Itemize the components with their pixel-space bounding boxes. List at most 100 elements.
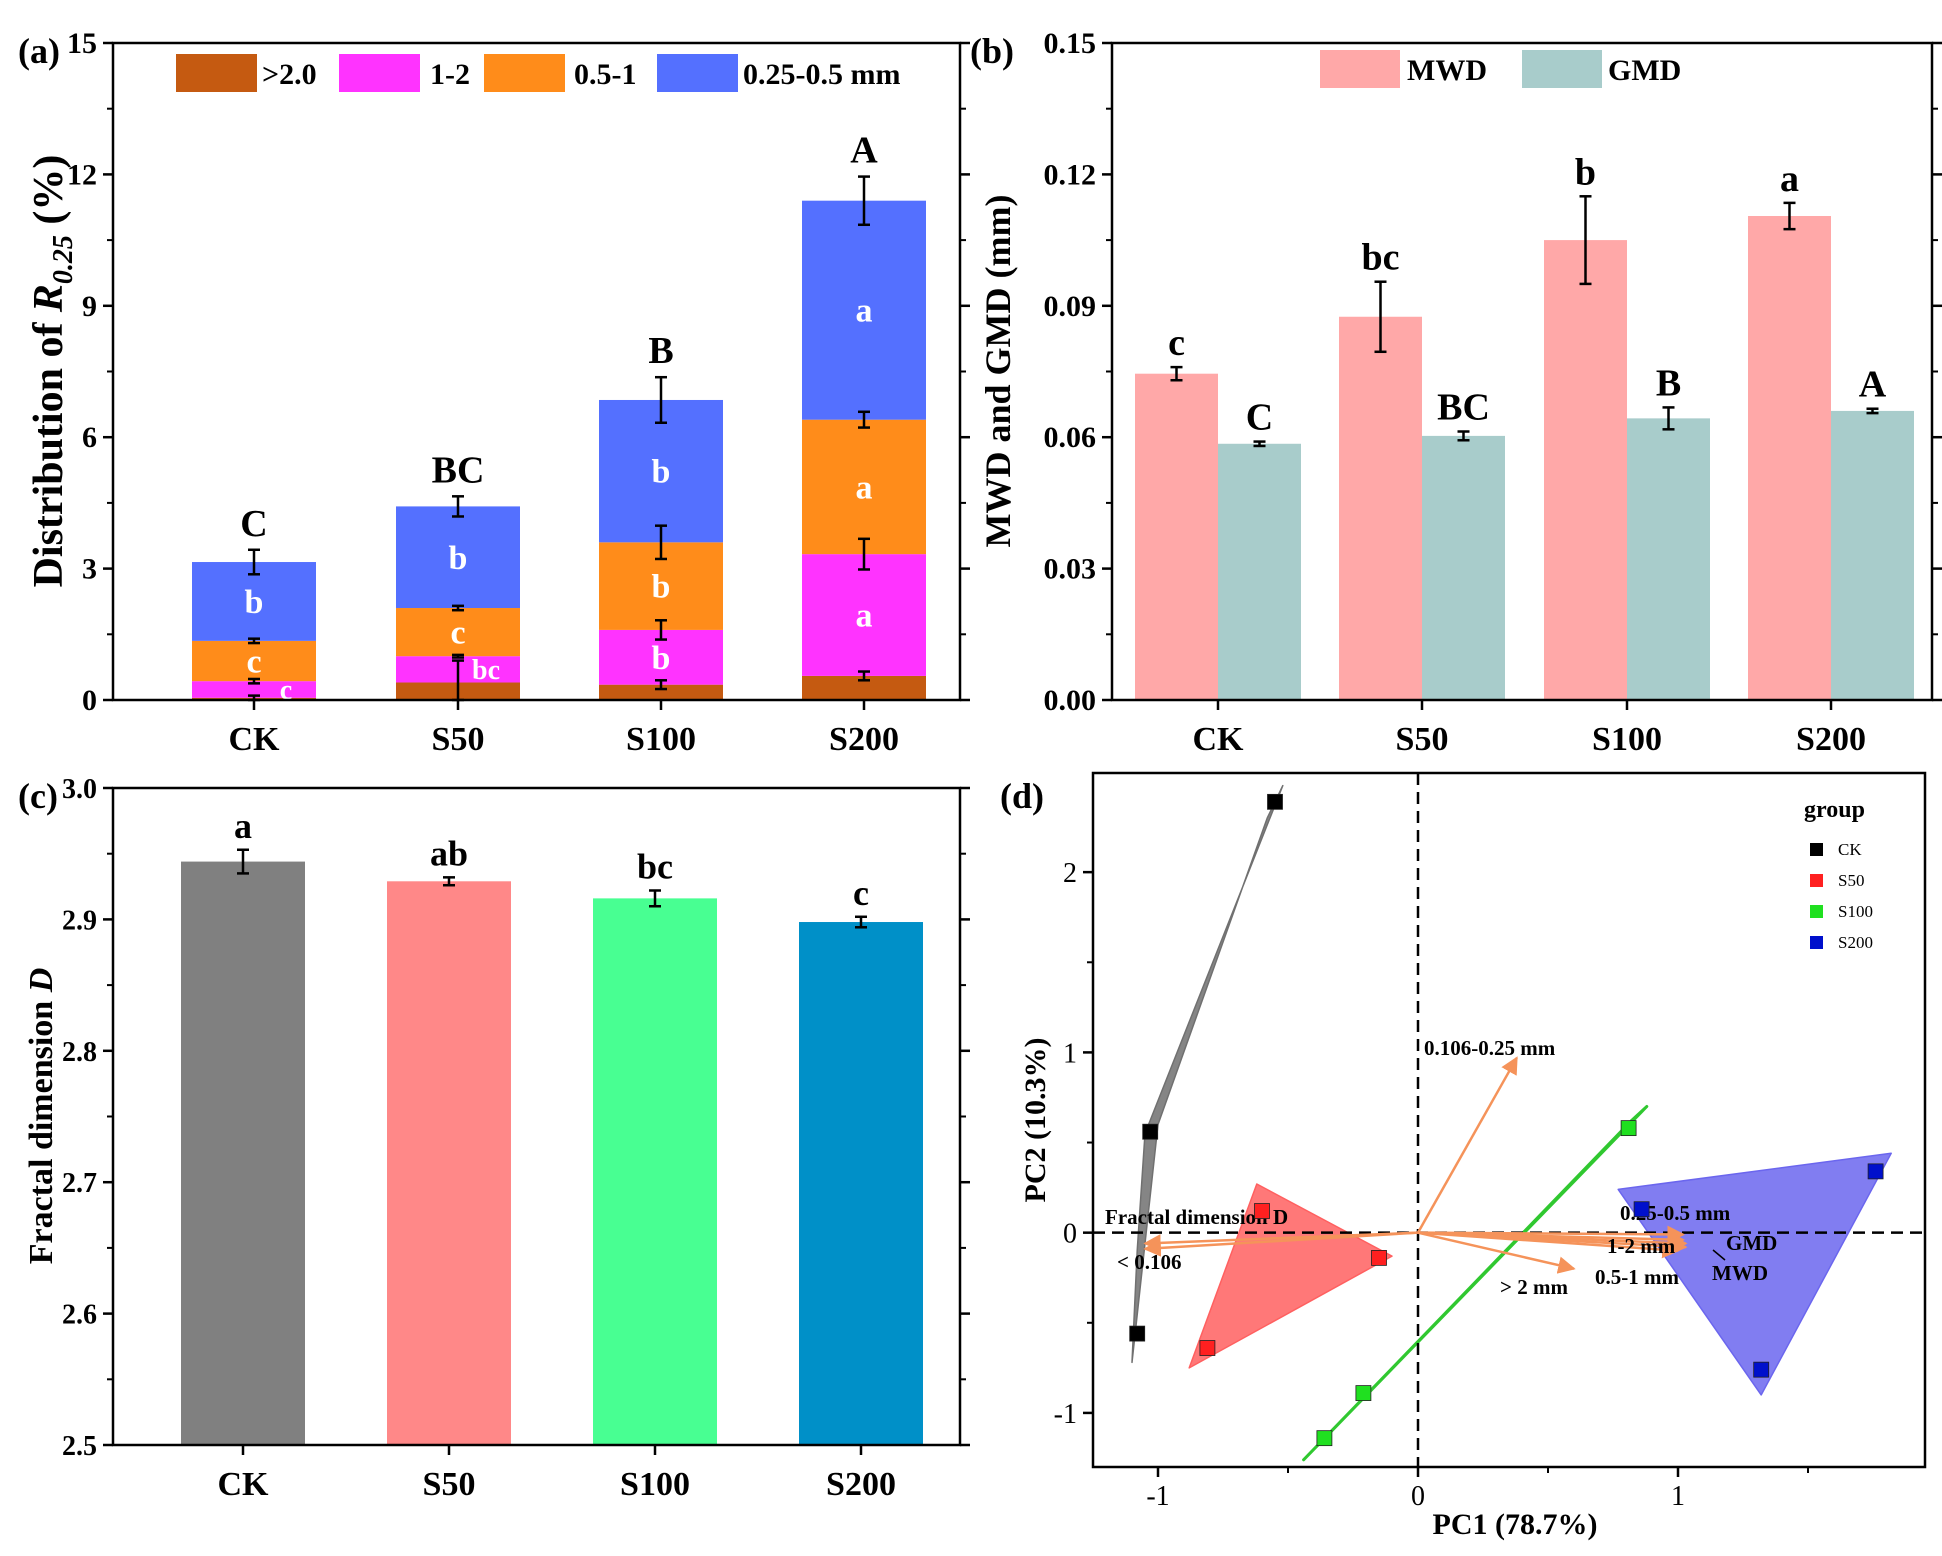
y-tick-label: 0: [1063, 1219, 1077, 1250]
x-tick-label: 1: [1671, 1481, 1685, 1512]
legend-swatch: [1810, 874, 1823, 887]
bar: [593, 898, 717, 1445]
significance-letter: b: [652, 454, 671, 491]
bar-segment: [396, 506, 520, 609]
legend-label: S100: [1838, 902, 1873, 921]
bar: [181, 861, 305, 1445]
y-tick-label: 3.0: [62, 774, 97, 805]
point-s50: [1199, 1340, 1216, 1356]
y-tick-label: 2.5: [62, 1431, 97, 1462]
loading-label: GMD: [1726, 1231, 1777, 1255]
point-ck: [1142, 1123, 1159, 1140]
bar-segment: [802, 200, 926, 420]
bar-mwd: [1135, 373, 1218, 700]
y-tick-label: 0.15: [1044, 27, 1097, 60]
legend-label: GMD: [1608, 54, 1681, 87]
bar-segment: [396, 608, 520, 657]
significance-letter: c: [450, 615, 465, 652]
significance-letter: a: [234, 806, 252, 846]
x-tick-label: -1: [1146, 1481, 1169, 1512]
x-tick-label: 0: [1411, 1481, 1425, 1512]
bar: [387, 881, 511, 1445]
significance-letter: a: [1780, 158, 1799, 200]
y-tick-label: 6: [82, 421, 97, 454]
significance-letter: bc: [637, 846, 673, 886]
bar-segment: [599, 684, 723, 700]
legend-label: MWD: [1407, 54, 1487, 87]
significance-letter: B: [1656, 362, 1681, 404]
legend-swatch: [657, 54, 738, 92]
significance-letter: b: [652, 640, 671, 677]
legend-swatch: [1320, 50, 1400, 88]
loading-label: 1-2 mm: [1607, 1234, 1676, 1258]
y-tick-label: 15: [67, 27, 97, 60]
x-tick-label: S100: [620, 1466, 690, 1503]
loading-label: 0.5-1 mm: [1595, 1265, 1679, 1289]
significance-letter: C: [1246, 397, 1273, 439]
panel-label: (a): [18, 31, 60, 71]
y-axis-label: PC2 (10.3%): [1019, 1038, 1052, 1203]
significance-letter: c: [853, 873, 869, 913]
legend-swatch: [1810, 936, 1823, 949]
loading-arrow: [1143, 1231, 1419, 1257]
y-axis-label: Fractal dimension D: [23, 968, 60, 1265]
significance-letter: a: [856, 469, 873, 506]
y-tick-label: 2.9: [62, 905, 97, 936]
x-axis-label: PC1 (78.7%): [1433, 1508, 1598, 1541]
loading-label: > 2 mm: [1500, 1275, 1568, 1299]
bar: [799, 922, 923, 1445]
legend-swatch: [484, 54, 565, 92]
significance-letter: c: [246, 644, 261, 681]
significance-letter: b: [1575, 151, 1596, 193]
y-tick-label: 0: [82, 684, 97, 717]
significance-letter: c: [280, 675, 292, 706]
loading-label: 0.106-0.25 mm: [1424, 1036, 1556, 1060]
point-s50: [1371, 1249, 1387, 1266]
point-s200: [1867, 1163, 1884, 1180]
legend-swatch: [1522, 50, 1602, 88]
bar-segment: [192, 640, 316, 682]
y-axis-label: Distribution of R0.25 (%): [26, 155, 79, 588]
y-tick-label: 0.06: [1044, 421, 1097, 454]
legend-swatch: [1810, 905, 1823, 918]
legend-label: CK: [1838, 840, 1862, 859]
point-ck: [1129, 1325, 1146, 1342]
y-axis-label: MWD and GMD (mm): [978, 195, 1018, 548]
y-tick-label: 3: [82, 553, 97, 586]
y-tick-label: 2.6: [62, 1300, 97, 1331]
legend-label: >2.0: [262, 58, 317, 91]
bar-gmd: [1422, 435, 1505, 700]
y-tick-label: 0.00: [1044, 684, 1097, 717]
point-s200: [1633, 1201, 1650, 1218]
panel-b-grouped-bar-chart: (b) c Cbc BC b Ba A 0.00 0.03 0.06 0.09 0.12 0.15 CK S…: [970, 27, 1942, 758]
total-letter: A: [850, 130, 878, 172]
significance-letter: ab: [430, 833, 468, 873]
panel-label: (c): [18, 776, 58, 816]
legend-label: S50: [1838, 871, 1864, 890]
point-s100: [1316, 1430, 1333, 1447]
panel-label: (d): [1000, 776, 1044, 816]
point-ck: [1267, 793, 1283, 810]
legend-swatch: [1810, 843, 1823, 856]
point-s100: [1620, 1120, 1637, 1137]
significance-letter: BC: [1437, 387, 1490, 429]
legend-swatch: [176, 54, 257, 92]
significance-letter: bc: [472, 655, 500, 686]
bar-gmd: [1831, 410, 1914, 700]
bar-segment: [802, 554, 926, 676]
y-tick-label: 12: [67, 158, 97, 191]
group-hull-s100: [1302, 1105, 1649, 1462]
y-tick-label: 2.7: [62, 1168, 97, 1199]
loading-arrow: [1416, 1056, 1518, 1234]
bar-gmd: [1627, 418, 1710, 700]
loading-label: MWD: [1712, 1261, 1768, 1285]
y-tick-label: 2: [1063, 858, 1077, 889]
x-tick-label: CK: [1193, 721, 1245, 758]
x-tick-label: S100: [1592, 721, 1662, 758]
significance-letter: bc: [1362, 237, 1400, 279]
significance-letter: b: [449, 540, 468, 577]
x-tick-label: S50: [1396, 721, 1449, 758]
